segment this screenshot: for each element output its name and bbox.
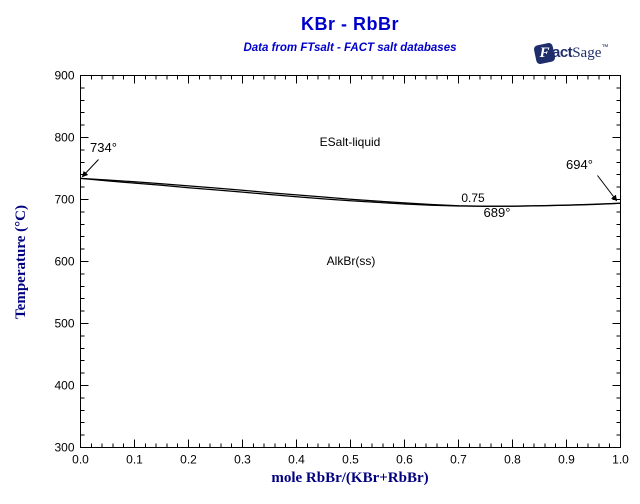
logo-text-sage: Sage xyxy=(572,45,602,61)
y-tick-label: 700 xyxy=(54,193,74,207)
y-tick-label: 600 xyxy=(54,255,74,269)
x-axis-title: mole RbBr/(KBr+RbBr) xyxy=(271,470,429,486)
x-tick-label: 1.0 xyxy=(612,453,629,467)
y-tick-label: 300 xyxy=(54,441,74,455)
leader-line-694 xyxy=(597,175,618,202)
y-tick-label: 900 xyxy=(54,69,74,83)
x-tick-label: 0.1 xyxy=(126,453,143,467)
x-tick-label: 0.4 xyxy=(288,453,305,467)
minimum-temperature-label: 689° xyxy=(483,205,511,220)
x-tick-label: 0.3 xyxy=(234,453,251,467)
minimum-composition-label: 0.75 xyxy=(461,191,485,205)
liquidus-curve xyxy=(80,177,621,207)
x-tick-label: 0.7 xyxy=(450,453,467,467)
logo-trademark: ™ xyxy=(601,44,609,51)
x-tick-label: 0.9 xyxy=(558,453,575,467)
x-tick-label: 0.5 xyxy=(342,453,359,467)
chart-subtitle: Data from FTsalt - FACT salt databases xyxy=(243,42,457,54)
region-label-liquid: ESalt-liquid xyxy=(319,135,381,149)
y-tick-label: 400 xyxy=(54,379,74,393)
x-tick-label: 0.0 xyxy=(72,453,89,467)
solidus-curve xyxy=(80,177,621,207)
melting-point-kbr-label: 734° xyxy=(90,140,117,155)
leader-line-734 xyxy=(81,159,99,178)
y-tick-label: 800 xyxy=(54,131,74,145)
y-axis-title: Temperature (°C) xyxy=(13,205,29,319)
melting-point-rbbr-label: 694° xyxy=(566,157,593,172)
x-tick-label: 0.6 xyxy=(396,453,413,467)
x-tick-label: 0.2 xyxy=(180,453,197,467)
y-tick-label: 500 xyxy=(54,317,74,331)
region-label-solid-solution: AlkBr(ss) xyxy=(326,254,376,268)
logo-text-act: act xyxy=(552,44,573,61)
chart-title: KBr - RbBr xyxy=(301,14,399,34)
x-tick-label: 0.8 xyxy=(504,453,521,467)
